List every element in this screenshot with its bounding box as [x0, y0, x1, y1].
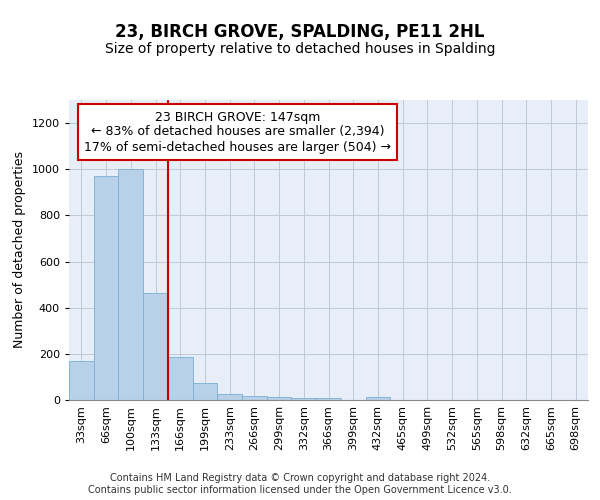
Text: Size of property relative to detached houses in Spalding: Size of property relative to detached ho…	[105, 42, 495, 56]
Bar	[69, 361, 94, 400]
Bar	[292, 398, 316, 400]
Y-axis label: Number of detached properties: Number of detached properties	[13, 152, 26, 348]
Bar	[242, 396, 267, 400]
Bar	[316, 398, 341, 400]
Bar	[217, 394, 242, 400]
Bar	[267, 396, 292, 400]
Bar	[168, 358, 193, 400]
Bar	[193, 382, 217, 400]
Bar	[94, 176, 118, 400]
Text: Contains HM Land Registry data © Crown copyright and database right 2024.
Contai: Contains HM Land Registry data © Crown c…	[88, 474, 512, 495]
Bar	[143, 292, 168, 400]
Text: 23, BIRCH GROVE, SPALDING, PE11 2HL: 23, BIRCH GROVE, SPALDING, PE11 2HL	[115, 22, 485, 40]
Text: 23 BIRCH GROVE: 147sqm
← 83% of detached houses are smaller (2,394)
17% of semi-: 23 BIRCH GROVE: 147sqm ← 83% of detached…	[84, 110, 391, 154]
Bar	[365, 396, 390, 400]
Bar	[118, 169, 143, 400]
